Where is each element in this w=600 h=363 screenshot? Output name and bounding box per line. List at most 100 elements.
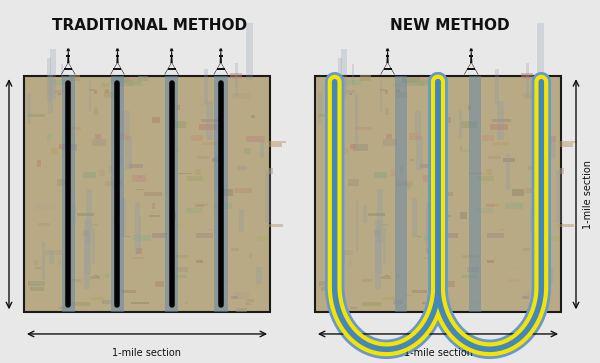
Bar <box>349 259 352 265</box>
Bar <box>47 134 52 141</box>
Bar <box>386 134 392 139</box>
Bar <box>170 275 187 278</box>
Bar <box>102 83 109 87</box>
Bar <box>206 101 212 140</box>
Bar <box>64 94 67 151</box>
Bar <box>84 220 91 274</box>
Bar <box>325 260 329 265</box>
Bar <box>538 299 545 302</box>
Bar <box>124 111 130 133</box>
Bar <box>508 202 518 209</box>
Bar <box>430 76 439 81</box>
Polygon shape <box>61 63 68 74</box>
Bar <box>177 106 179 110</box>
Bar <box>558 141 577 143</box>
Text: TRADITIONAL METHOD: TRADITIONAL METHOD <box>52 18 248 33</box>
Bar <box>318 93 322 125</box>
Bar <box>362 279 372 282</box>
Text: NEW METHOD: NEW METHOD <box>390 18 510 33</box>
Polygon shape <box>221 63 228 74</box>
Bar <box>256 267 262 284</box>
Bar <box>430 216 432 251</box>
Bar <box>118 133 130 140</box>
Bar <box>556 170 562 223</box>
Bar <box>84 236 90 289</box>
Bar <box>537 136 556 142</box>
Bar <box>268 168 273 174</box>
Bar <box>459 109 462 139</box>
Bar <box>37 160 41 167</box>
Bar <box>506 153 511 190</box>
Bar <box>446 281 455 287</box>
Bar <box>260 141 264 158</box>
Bar <box>38 223 50 226</box>
Bar <box>185 302 188 303</box>
Bar <box>57 179 68 186</box>
Bar <box>197 156 211 159</box>
Bar <box>486 204 496 207</box>
Bar <box>427 248 433 254</box>
Bar <box>508 278 518 282</box>
Bar <box>338 58 342 102</box>
Bar <box>114 295 120 296</box>
Bar <box>51 148 58 154</box>
Bar <box>178 221 189 227</box>
Bar <box>136 189 144 191</box>
Bar <box>435 192 454 196</box>
Bar <box>402 77 420 83</box>
Bar <box>319 281 336 286</box>
Bar <box>524 188 543 193</box>
Bar <box>487 233 504 238</box>
Bar <box>58 93 61 95</box>
Bar <box>91 224 98 226</box>
Bar <box>468 106 470 110</box>
Bar <box>251 115 254 118</box>
Bar <box>221 189 233 196</box>
Bar <box>195 169 200 175</box>
Bar <box>461 255 479 258</box>
Bar <box>505 203 523 209</box>
Bar <box>89 276 100 279</box>
Bar <box>375 236 381 289</box>
Polygon shape <box>64 68 72 70</box>
Bar <box>418 81 434 86</box>
Bar <box>559 168 564 174</box>
Bar <box>477 208 493 213</box>
Bar <box>121 290 136 293</box>
Bar <box>364 205 367 223</box>
Bar <box>353 136 359 139</box>
Bar <box>527 308 538 312</box>
Bar <box>230 73 242 79</box>
Bar <box>557 224 574 227</box>
Bar <box>490 124 508 130</box>
Polygon shape <box>386 56 389 57</box>
Bar <box>320 287 335 291</box>
Bar <box>196 233 213 238</box>
Bar <box>65 200 67 252</box>
Bar <box>537 23 544 80</box>
Bar <box>374 230 380 236</box>
Bar <box>542 115 545 118</box>
Bar <box>344 80 362 85</box>
Bar <box>350 307 357 309</box>
Polygon shape <box>167 68 176 70</box>
Polygon shape <box>467 68 475 70</box>
Bar <box>509 267 521 269</box>
Bar <box>417 236 421 237</box>
Bar <box>62 76 75 312</box>
Bar <box>41 242 45 280</box>
Bar <box>50 49 56 99</box>
Bar <box>69 75 80 81</box>
Bar <box>139 216 141 251</box>
Bar <box>232 93 251 99</box>
Bar <box>29 287 44 291</box>
Polygon shape <box>67 48 70 51</box>
Polygon shape <box>472 63 478 74</box>
Bar <box>460 146 463 150</box>
Bar <box>349 93 352 95</box>
Bar <box>412 290 427 293</box>
Bar <box>105 181 122 186</box>
Bar <box>114 80 133 86</box>
Bar <box>155 281 164 287</box>
Bar <box>524 292 540 299</box>
